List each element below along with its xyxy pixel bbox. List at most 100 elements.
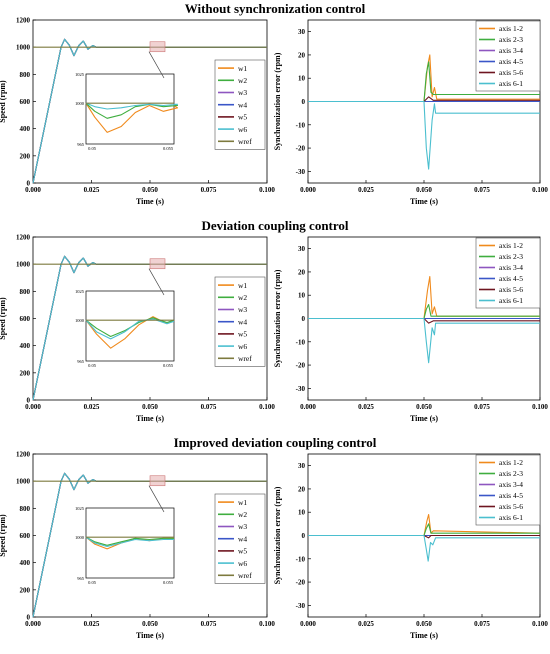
x-tick-label: 0.075	[201, 186, 217, 194]
y-tick-label: 0	[302, 98, 306, 106]
series-line-w6	[32, 38, 267, 184]
x-tick-label: 0.000	[300, 186, 316, 194]
legend-label: axis 3-4	[499, 480, 523, 489]
x-tick-label: 0.075	[474, 403, 490, 411]
x-axis-label: Time (s)	[410, 414, 438, 423]
x-tick-label: 0.100	[259, 403, 275, 411]
y-tick-label: 0	[302, 315, 306, 323]
x-tick-label: 0.075	[201, 403, 217, 411]
legend-label: w5	[238, 547, 247, 556]
legend-label: w4	[238, 534, 247, 543]
x-axis-label: Time (s)	[410, 631, 438, 640]
inset-y-tick-label: 965	[77, 359, 85, 364]
x-axis-label: Time (s)	[136, 197, 164, 206]
y-tick-label: 600	[20, 315, 31, 323]
legend-label: axis 3-4	[499, 263, 523, 272]
legend-label: axis 1-2	[499, 241, 523, 250]
x-tick-label: 0.100	[532, 186, 548, 194]
legend-label: w5	[238, 113, 247, 122]
row-title-3: Improved deviation coupling control	[174, 435, 377, 450]
legend-box	[475, 237, 541, 309]
inset-y-tick-label: 1025	[75, 72, 85, 77]
row-title-1: Without synchronization control	[185, 1, 366, 16]
y-tick-label: 400	[20, 559, 31, 567]
inset-line-w6	[85, 536, 174, 548]
y-axis-label: Synchronization error (rpm)	[273, 269, 282, 367]
legend-label: axis 2-3	[499, 469, 523, 478]
series-line-w6	[32, 472, 267, 618]
y-tick-label: 30	[298, 462, 306, 470]
legend-box	[475, 20, 541, 92]
legend-label: w1	[238, 281, 247, 290]
x-axis-label: Time (s)	[136, 414, 164, 423]
zoom-region	[149, 258, 166, 270]
inset-line-w6	[85, 318, 175, 340]
legend-box	[475, 454, 541, 526]
y-tick-label: 200	[20, 152, 31, 160]
x-tick-label: 0.075	[474, 186, 490, 194]
x-tick-label: 0.050	[416, 620, 432, 628]
y-tick-label: 1200	[16, 234, 31, 242]
y-tick-label: 30	[298, 28, 306, 36]
y-tick-label: 10	[298, 292, 306, 300]
inset-x-tick-label: 0.055	[163, 146, 174, 151]
x-tick-label: 0.025	[84, 403, 100, 411]
y-tick-label: 400	[20, 342, 31, 350]
legend-label: wref	[238, 137, 252, 146]
x-tick-label: 0.050	[142, 186, 158, 194]
y-tick-label: 800	[20, 505, 31, 513]
y-tick-label: -10	[296, 555, 306, 563]
legend-label: axis 2-3	[499, 35, 523, 44]
y-tick-label: -30	[296, 168, 306, 176]
legend-label: wref	[238, 354, 252, 363]
legend-label: axis 4-5	[499, 491, 523, 500]
legend-label: axis 5-6	[499, 502, 523, 511]
legend-label: wref	[238, 571, 252, 580]
inset-y-tick-label: 1000	[75, 101, 85, 106]
inset-y-tick-label: 1025	[75, 506, 85, 511]
speed-panel-speed-without: 0.000 0.025 0.050 0.075 0.100 0 200 400 600 800 10…	[0, 17, 275, 207]
y-tick-label: 800	[20, 71, 31, 79]
y-tick-label: 0	[27, 397, 31, 405]
y-tick-label: 20	[298, 51, 306, 59]
y-tick-label: -20	[296, 579, 306, 587]
y-tick-label: -30	[296, 602, 306, 610]
y-tick-label: 1200	[16, 17, 31, 25]
series-line-axis-1-2	[308, 276, 540, 320]
y-tick-label: 10	[298, 75, 306, 83]
y-tick-label: 30	[298, 245, 306, 253]
y-tick-label: 1000	[16, 261, 31, 269]
series-line-axis-6-1	[308, 100, 540, 170]
y-axis-label: Speed (rpm)	[0, 297, 7, 340]
legend-label: w2	[238, 76, 247, 85]
x-tick-label: 0.100	[259, 186, 275, 194]
legend-label: axis 5-6	[499, 68, 523, 77]
inset-x-tick-label: 0.055	[163, 580, 174, 585]
x-tick-label: 0.000	[25, 186, 41, 194]
y-tick-label: 10	[298, 509, 306, 517]
legend-label: w3	[238, 88, 247, 97]
legend-label: axis 1-2	[499, 458, 523, 467]
y-tick-label: -30	[296, 385, 306, 393]
legend-label: axis 2-3	[499, 252, 523, 261]
x-tick-label: 0.000	[300, 620, 316, 628]
inset-x-tick-label: 0.05	[88, 580, 97, 585]
y-tick-label: -20	[296, 362, 306, 370]
inset-y-tick-label: 965	[77, 142, 85, 147]
y-tick-label: 0	[27, 614, 31, 622]
y-tick-label: -10	[296, 121, 306, 129]
y-tick-label: 20	[298, 485, 306, 493]
x-tick-label: 0.050	[142, 620, 158, 628]
zoom-region	[149, 41, 166, 53]
inset-x-tick-label: 0.055	[163, 363, 174, 368]
legend-label: w6	[238, 559, 247, 568]
legend-label: axis 5-6	[499, 285, 523, 294]
row-title-2: Deviation coupling control	[201, 218, 348, 233]
y-tick-label: 20	[298, 268, 306, 276]
y-tick-label: 1000	[16, 478, 31, 486]
y-tick-label: 800	[20, 288, 31, 296]
y-axis-label: Synchronization error (rpm)	[273, 486, 282, 584]
y-tick-label: 400	[20, 125, 31, 133]
x-tick-label: 0.075	[201, 620, 217, 628]
